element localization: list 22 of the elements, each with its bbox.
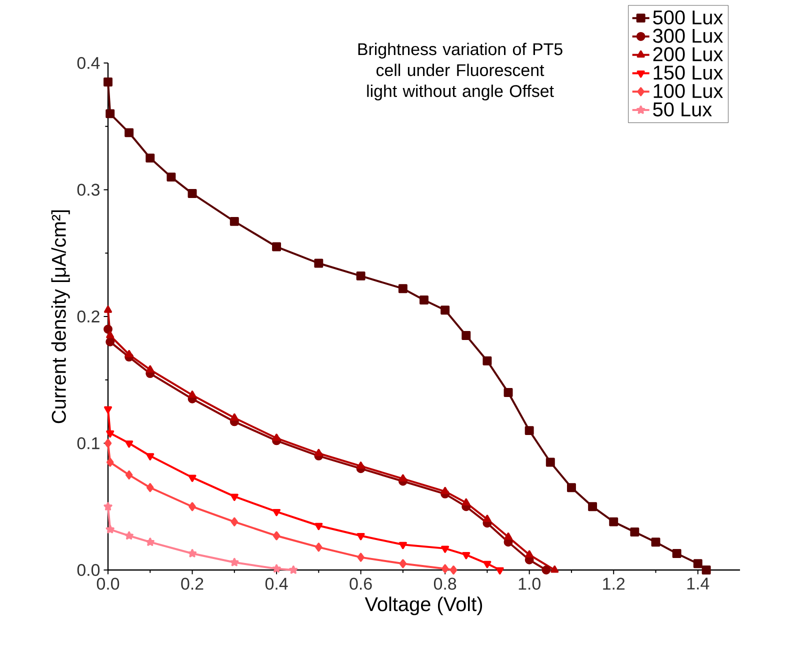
y-tick-label: 0.4 — [77, 56, 100, 69]
x-tick-label: 0.8 — [434, 578, 456, 590]
y-tick-label: 0.0 — [77, 564, 100, 576]
x-tick-label: 1.0 — [518, 578, 540, 590]
x-axis-title: Voltage (Volt) — [364, 596, 482, 616]
x-tick-label: 0.6 — [350, 578, 372, 590]
legend-label: 150 Lux — [654, 66, 723, 80]
x-tick-label: 0.0 — [96, 578, 120, 590]
x-tick-label: 0.2 — [181, 578, 204, 590]
y-tick-label: 0.1 — [77, 437, 100, 450]
y-tick-label: 0.3 — [77, 184, 100, 196]
legend-label: 500 Lux — [653, 10, 723, 24]
x-tick-label: 1.4 — [687, 578, 710, 590]
x-tick-label: 1.2 — [603, 578, 625, 590]
legend-label: 300 Lux — [653, 28, 723, 43]
x-tick-label: 0.4 — [265, 578, 288, 590]
y-axis-title: Current density [μA/cm²] — [51, 210, 70, 424]
y-tick-label: 0.2 — [77, 310, 100, 322]
legend-label: 100 Lux — [654, 84, 723, 98]
legend-label: 200 Lux — [653, 47, 723, 62]
chart-title: Brightness variation of PT5 cell under Fluorescent light without angle Offset — [358, 42, 562, 100]
legend-label: 50 Lux — [653, 102, 712, 116]
